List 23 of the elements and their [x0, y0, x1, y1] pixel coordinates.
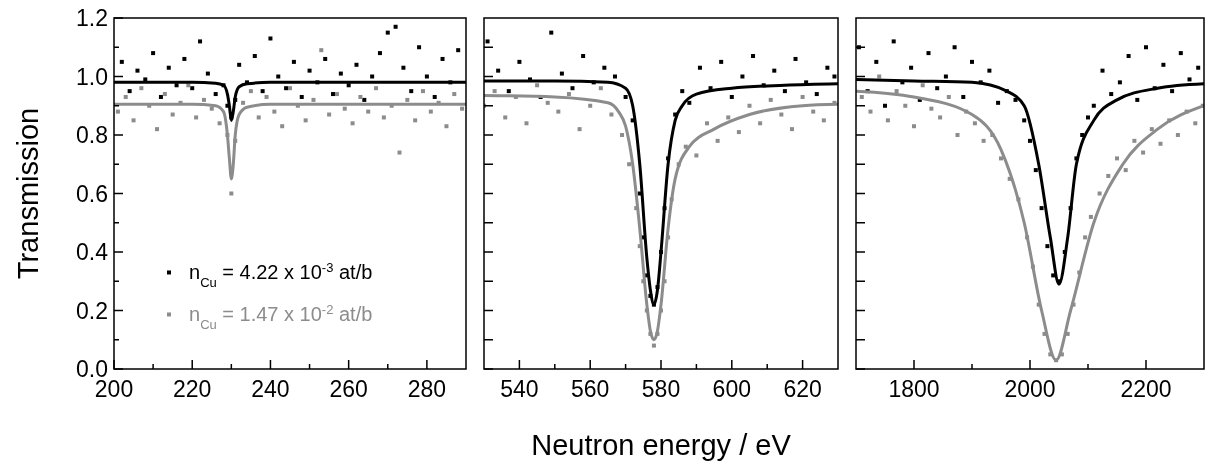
x-tick-label: 540 [500, 376, 539, 402]
x-tick-label: 280 [407, 376, 447, 402]
x-tick-label: 560 [571, 376, 610, 402]
x-tick-label: 580 [641, 376, 681, 402]
x-tick-label: 200 [94, 376, 134, 402]
y-axis-title: Transmission [12, 107, 44, 280]
legend-label: n$_{Cu}$ = 4.22 x 10$^{-3}$ at/b [189, 259, 373, 290]
x-tick-label: 260 [329, 376, 368, 402]
x-tick-label: 600 [712, 376, 751, 402]
y-tick-label: 0.6 [76, 180, 108, 207]
x-tick-label: 1800 [888, 376, 940, 402]
x-tick-label: 220 [173, 376, 212, 402]
y-tick-label: 0.4 [76, 239, 109, 265]
x-axis-title: Neutron energy / eV [531, 429, 792, 461]
legend-label: n$_{Cu}$ = 1.47 x 10$^{-2}$ at/b [189, 301, 373, 332]
x-tick-label: 2200 [1120, 376, 1172, 402]
y-tick-label: 1.0 [76, 63, 108, 90]
y-tick-label: 1.2 [76, 5, 108, 31]
x-tick-label: 240 [251, 376, 290, 402]
x-tick-label: 2000 [1004, 376, 1056, 402]
x-tick-label: 620 [783, 376, 822, 402]
y-tick-label: 0.2 [76, 297, 108, 324]
y-tick-label: 0.8 [76, 122, 108, 148]
